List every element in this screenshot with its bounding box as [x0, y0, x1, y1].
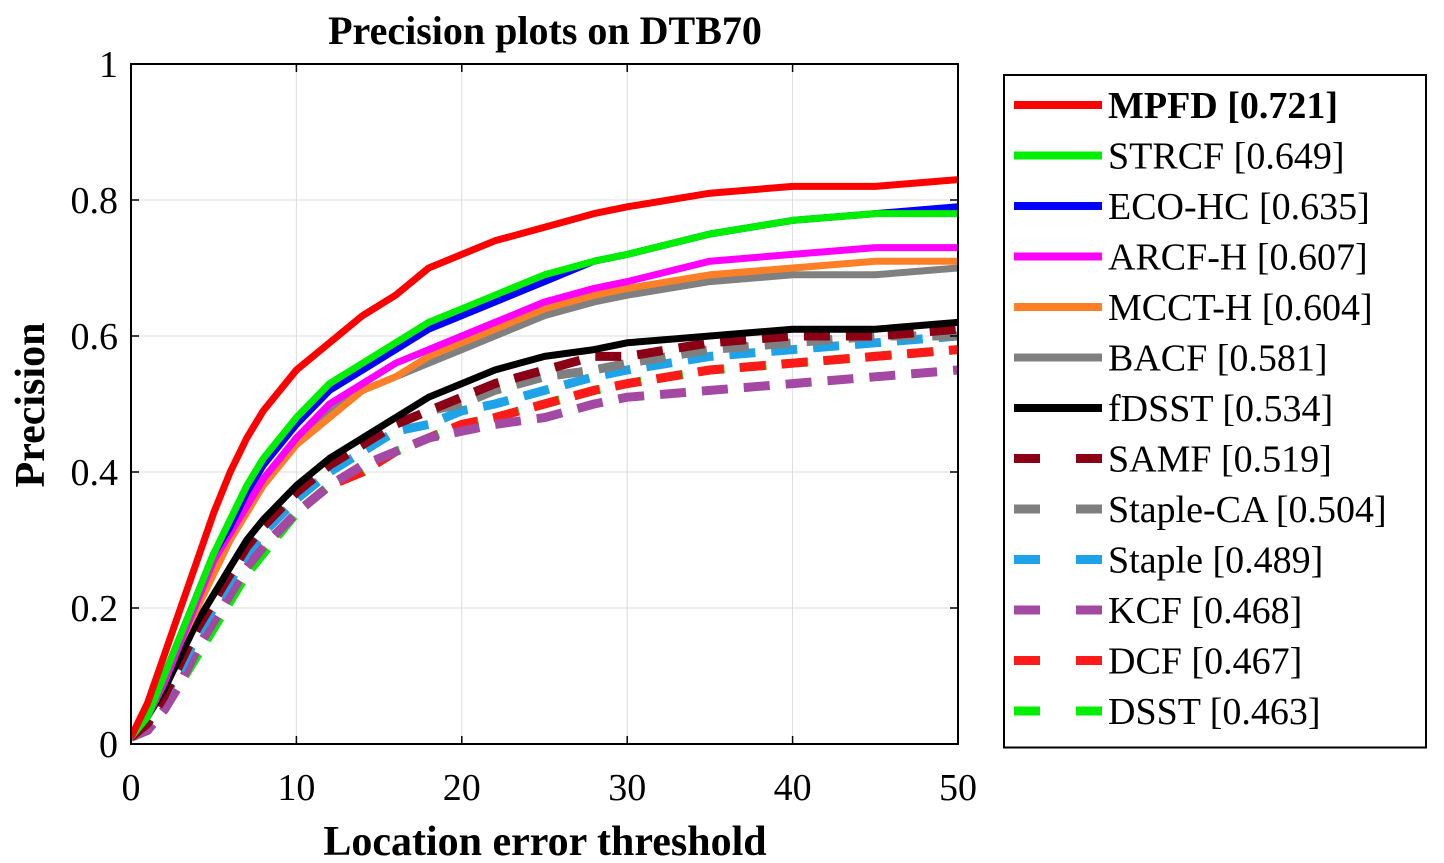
- legend-label: DCF [0.467]: [1108, 641, 1302, 683]
- legend-entry: MCCT-H [0.604]: [1014, 287, 1373, 329]
- series-lines: [131, 176, 958, 742]
- y-tick-label: 0.8: [71, 180, 119, 222]
- legend-label: DSST [0.463]: [1108, 691, 1321, 733]
- legend-entry: SAMF [0.519]: [1014, 439, 1332, 481]
- x-tick-label: 20: [443, 767, 481, 809]
- y-tick-label: 0.4: [71, 452, 119, 494]
- series-line-staple-ca: [131, 331, 958, 741]
- legend-entry: DCF [0.467]: [1014, 641, 1302, 683]
- y-tick-label: 1: [99, 44, 118, 86]
- x-tick-label: 50: [939, 767, 977, 809]
- series-line-mpfd: [131, 176, 958, 739]
- legend-label: Staple [0.489]: [1108, 540, 1323, 582]
- series-line-strcf: [131, 210, 958, 740]
- legend-label: MCCT-H [0.604]: [1108, 287, 1373, 329]
- series-line-samf: [131, 324, 958, 741]
- series-line-fdsst: [131, 318, 958, 740]
- legend-entry: Staple [0.489]: [1014, 540, 1323, 582]
- x-axis-ticks: 0 10 20 30 40 50: [122, 64, 977, 809]
- x-tick-label: 0: [122, 767, 141, 809]
- x-axis-label: Location error threshold: [323, 819, 766, 863]
- chart-title: Precision plots on DTB70: [328, 8, 762, 53]
- legend-entry: DSST [0.463]: [1014, 691, 1321, 733]
- series-line-staple: [131, 331, 958, 741]
- legend-label: SAMF [0.519]: [1108, 439, 1332, 481]
- legend-label: KCF [0.468]: [1108, 590, 1302, 632]
- legend-label: BACF [0.581]: [1108, 338, 1328, 380]
- legend-label: ECO-HC [0.635]: [1108, 186, 1370, 228]
- legend-entry: Staple-CA [0.504]: [1014, 489, 1387, 531]
- legend-entry: MPFD [0.721]: [1014, 85, 1338, 127]
- legend: MPFD [0.721] STRCF [0.649] ECO-HC [0.635] A…: [1003, 74, 1427, 749]
- series-line-arcf-h: [131, 244, 958, 740]
- x-tick-label: 10: [277, 767, 315, 809]
- legend-label: ARCF-H [0.607]: [1108, 237, 1368, 279]
- y-tick-label: 0: [99, 724, 118, 766]
- y-tick-label: 0.6: [71, 316, 119, 358]
- y-tick-label: 0.2: [71, 588, 119, 630]
- legend-entry: KCF [0.468]: [1014, 590, 1302, 632]
- x-tick-label: 40: [774, 767, 812, 809]
- legend-label: STRCF [0.649]: [1108, 136, 1344, 178]
- series-line-kcf: [131, 365, 958, 742]
- legend-entry: ARCF-H [0.607]: [1014, 237, 1368, 279]
- legend-entry: fDSST [0.534]: [1014, 388, 1333, 430]
- legend-entry: BACF [0.581]: [1014, 338, 1328, 380]
- legend-entry: ECO-HC [0.635]: [1014, 186, 1370, 228]
- legend-label: Staple-CA [0.504]: [1108, 489, 1387, 531]
- y-axis-label: Precision: [8, 323, 54, 488]
- legend-label: MPFD [0.721]: [1108, 85, 1338, 127]
- legend-label: fDSST [0.534]: [1108, 388, 1333, 430]
- plot-frame: [130, 63, 959, 745]
- legend-entry: STRCF [0.649]: [1014, 136, 1344, 178]
- x-tick-label: 30: [608, 767, 646, 809]
- y-axis-ticks: 0 0.2 0.4 0.6 0.8 1: [71, 44, 958, 766]
